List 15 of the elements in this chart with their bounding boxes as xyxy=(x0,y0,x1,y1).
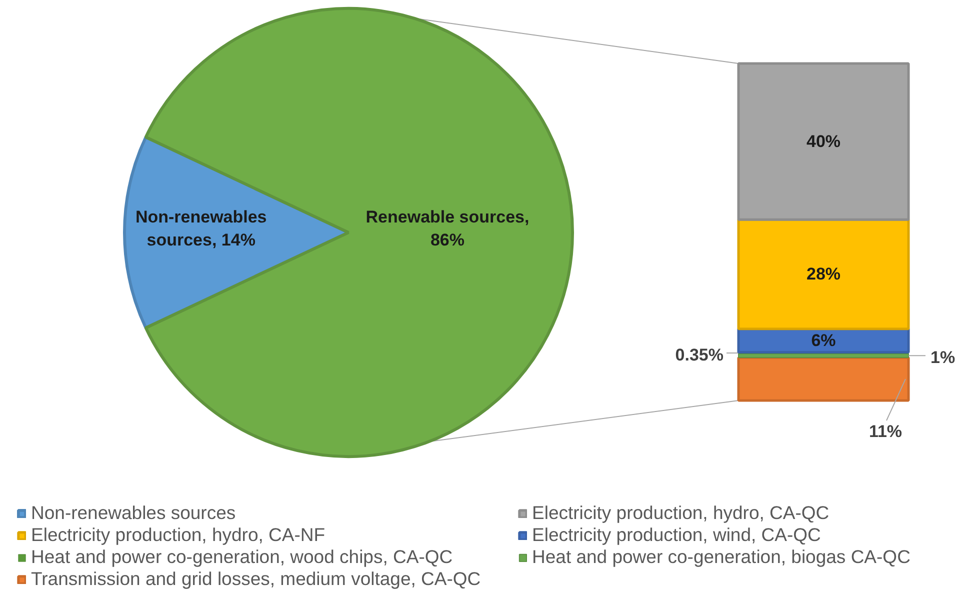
data-label: 6% xyxy=(811,331,836,350)
legend-label: Non-renewables sources xyxy=(31,502,236,524)
data-label: 11% xyxy=(868,422,902,441)
legend-label: Electricity production, wind, CA-QC xyxy=(532,524,821,546)
legend-label: Heat and power co-generation, wood chips, CA-QC xyxy=(31,546,453,568)
legend-label: Electricity production, hydro, CA-QC xyxy=(532,502,830,524)
legend-label: Heat and power co-generation, biogas CA-QC xyxy=(532,546,910,568)
data-label: 0.35% xyxy=(675,345,724,364)
data-label: 28% xyxy=(806,264,841,284)
legend-label: Transmission and grid losses, medium voltage, CA-QC xyxy=(31,568,481,590)
data-label: 1% xyxy=(930,348,956,368)
data-label: Non-renewables sources, 14% xyxy=(135,208,267,250)
data-label: Renewable sources, 86% xyxy=(366,208,530,250)
legend-label: Electricity production, hydro, CA-NF xyxy=(31,524,326,546)
data-label: 40% xyxy=(806,132,841,152)
